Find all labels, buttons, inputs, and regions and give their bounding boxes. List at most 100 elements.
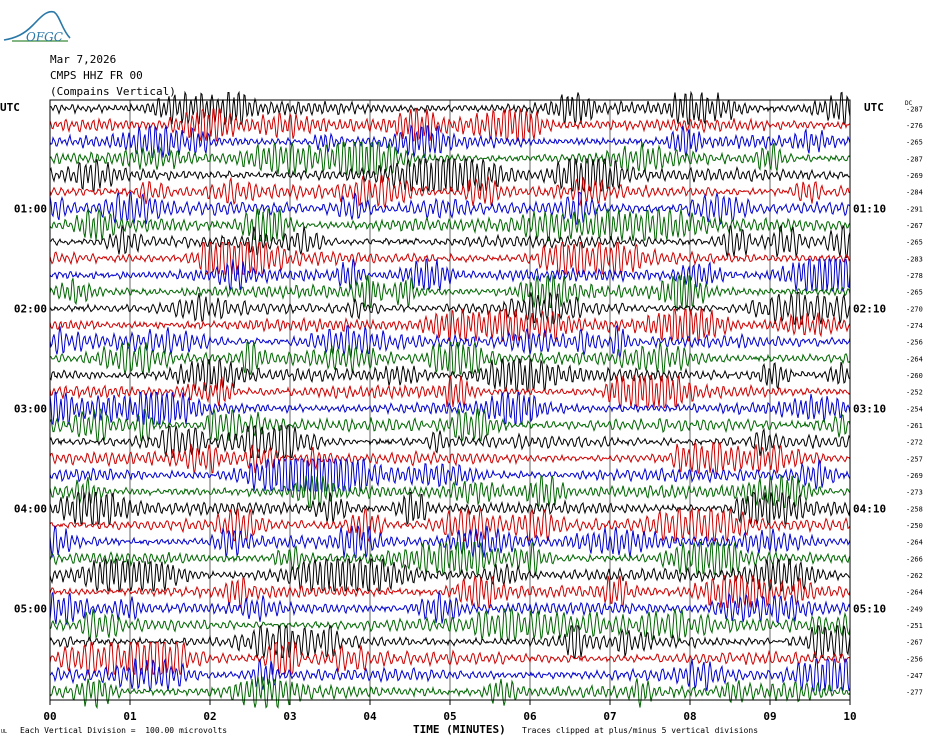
seismic-trace — [49, 474, 851, 510]
dc-offset-label: -265 — [906, 239, 923, 247]
dc-offset-label: -272 — [906, 439, 923, 447]
seismic-trace — [49, 391, 851, 426]
x-tick-label: 06 — [523, 710, 537, 723]
left-tz-label: UTC — [0, 101, 20, 114]
seismic-trace — [49, 640, 851, 677]
seismic-trace — [49, 590, 851, 626]
dc-offset-label: -260 — [906, 372, 923, 380]
dc-offset-label: -249 — [906, 605, 923, 613]
dc-offset-label: -257 — [906, 455, 923, 463]
dc-offset-label: -267 — [906, 639, 923, 647]
dc-offset-label: -264 — [906, 539, 923, 547]
seismic-trace — [49, 124, 851, 158]
seismic-trace — [49, 574, 851, 609]
seismic-trace — [49, 525, 851, 558]
seismic-trace — [49, 224, 851, 258]
clip-note: Traces clipped at plus/minus 5 vertical … — [522, 726, 758, 735]
dc-offset-label: -250 — [906, 522, 923, 530]
seismic-trace — [49, 424, 851, 459]
dc-offset-label: -273 — [906, 489, 923, 497]
seismic-trace — [49, 491, 851, 526]
seismic-trace — [49, 157, 851, 193]
dc-offset-label: -267 — [906, 222, 923, 230]
location-label: (Compains Vertical) — [50, 85, 176, 98]
dc-offset-label: -264 — [906, 589, 923, 597]
dc-offset-label: -284 — [906, 189, 923, 197]
seismic-trace — [49, 624, 851, 660]
dc-offset-label: -258 — [906, 505, 923, 513]
seismic-trace — [49, 342, 851, 375]
left-hour-label: 01:00 — [14, 202, 47, 215]
dc-offset-label: -254 — [906, 405, 923, 413]
seismic-trace — [49, 557, 851, 593]
dc-offset-label: -291 — [906, 205, 923, 213]
seismic-trace — [49, 457, 851, 493]
dc-offset-label: -256 — [906, 339, 923, 347]
dc-offset-label: -265 — [906, 289, 923, 297]
labels: 00 01 02 03 04 05 06 07 08 09 10 -287 -276 -265 -287 -2… — [14, 105, 923, 723]
dc-offset-label: -247 — [906, 672, 923, 680]
seismic-trace — [49, 324, 851, 360]
right-hour-label: 04:10 — [853, 502, 886, 515]
dc-offset-label: -269 — [906, 472, 923, 480]
left-hour-label: 04:00 — [14, 502, 47, 515]
x-tick-label: 01 — [123, 710, 137, 723]
x-tick-label: 00 — [43, 710, 56, 723]
seismic-trace — [49, 374, 851, 409]
x-tick-label: 07 — [603, 710, 616, 723]
logo-text: OFGC — [26, 30, 63, 44]
seismic-trace — [49, 357, 851, 393]
dc-offset-label: -251 — [906, 622, 923, 630]
left-hour-label: 02:00 — [14, 302, 47, 315]
traces — [49, 90, 851, 710]
dc-offset-label: -278 — [906, 272, 923, 280]
seismic-trace — [49, 207, 851, 242]
right-hour-label: 05:10 — [853, 602, 886, 615]
channel-label: CMPS HHZ FR 00 — [50, 69, 143, 82]
right-tz-label: UTC — [864, 101, 884, 114]
dc-offset-label: -274 — [906, 322, 923, 330]
seismic-trace — [49, 192, 851, 226]
x-tick-label: 09 — [763, 710, 776, 723]
dc-offset-label: -270 — [906, 305, 923, 313]
x-tick-label: 03 — [283, 710, 296, 723]
dc-offset-label: -287 — [906, 155, 923, 163]
dc-offset-label: -283 — [906, 255, 923, 263]
seismic-trace — [49, 292, 851, 326]
scale-note: Each Vertical Division = 100.00 microvol… — [20, 726, 227, 735]
right-hour-label: 03:10 — [853, 402, 886, 415]
seismic-trace — [49, 540, 851, 576]
seismic-trace — [49, 676, 851, 710]
left-hour-label: 03:00 — [14, 402, 47, 415]
seismic-trace — [49, 175, 851, 208]
seismic-trace — [49, 608, 851, 643]
dc-label: DC — [905, 100, 913, 107]
plot-frame — [49, 99, 851, 701]
ofgc-logo: OFGC — [2, 4, 72, 48]
dc-offset-label: -264 — [906, 355, 923, 363]
seismic-trace — [49, 141, 851, 176]
right-hour-label: 02:10 — [853, 302, 886, 315]
dc-offset-label: -277 — [906, 689, 923, 697]
x-axis-label: TIME (MINUTES) — [413, 723, 506, 736]
dc-offset-label: -262 — [906, 572, 923, 580]
seismic-trace — [49, 408, 851, 443]
dc-offset-label: -269 — [906, 172, 923, 180]
dc-offset-label: -287 — [906, 105, 923, 113]
logo-mountain-icon — [3, 10, 71, 42]
right-hour-label: 01:10 — [853, 202, 886, 215]
x-tick-label: 02 — [203, 710, 216, 723]
dc-offset-label: -266 — [906, 555, 923, 563]
x-tick-label: 04 — [363, 710, 377, 723]
dc-offset-label: -261 — [906, 422, 923, 430]
seismic-trace — [49, 90, 851, 126]
dc-offset-label: -265 — [906, 139, 923, 147]
corner-mark: UL — [1, 729, 7, 735]
seismic-trace — [49, 241, 851, 276]
x-tick-label: 08 — [683, 710, 696, 723]
dc-offset-label: -256 — [906, 655, 923, 663]
left-hour-label: 05:00 — [14, 602, 47, 615]
seismic-trace — [49, 258, 851, 293]
dc-offset-label: -276 — [906, 122, 923, 130]
